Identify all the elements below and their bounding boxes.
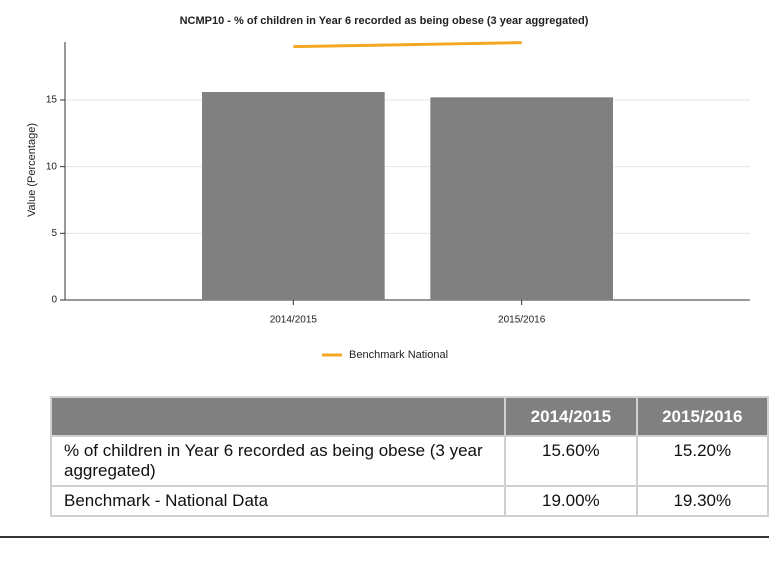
table-row: Benchmark - National Data 19.00% 19.30% — [49, 485, 769, 517]
header-cell — [49, 396, 507, 437]
chart: NCMP10 - % of children in Year 6 recorde… — [26, 15, 750, 361]
y-tick-label: 10 — [46, 161, 58, 172]
row-label: Benchmark - National Data — [49, 485, 507, 517]
bar — [430, 97, 613, 300]
cell: 19.30% — [635, 485, 769, 517]
y-tick-label: 0 — [51, 295, 57, 306]
y-tick-label: 5 — [51, 228, 57, 239]
header-cell: 2015/2016 — [635, 396, 769, 437]
row-label: % of children in Year 6 recorded as bein… — [49, 435, 507, 487]
cell: 19.00% — [504, 485, 638, 517]
legend-label: Benchmark National — [349, 349, 448, 361]
y-tick-label: 15 — [46, 95, 58, 106]
header-cell: 2014/2015 — [504, 396, 638, 437]
x-tick-label: 2014/2015 — [270, 315, 318, 326]
benchmark-line — [293, 41, 522, 49]
table-row: % of children in Year 6 recorded as bein… — [49, 435, 769, 487]
y-axis-label: Value (Percentage) — [26, 123, 38, 217]
bar — [202, 92, 385, 300]
data-table: 2014/2015 2015/2016 % of children in Yea… — [49, 396, 769, 517]
x-tick-label: 2015/2016 — [498, 315, 546, 326]
cell: 15.60% — [504, 435, 638, 487]
table-header: 2014/2015 2015/2016 — [49, 396, 769, 437]
divider — [0, 536, 769, 538]
cell: 15.20% — [635, 435, 769, 487]
chart-title: NCMP10 - % of children in Year 6 recorde… — [180, 15, 589, 27]
